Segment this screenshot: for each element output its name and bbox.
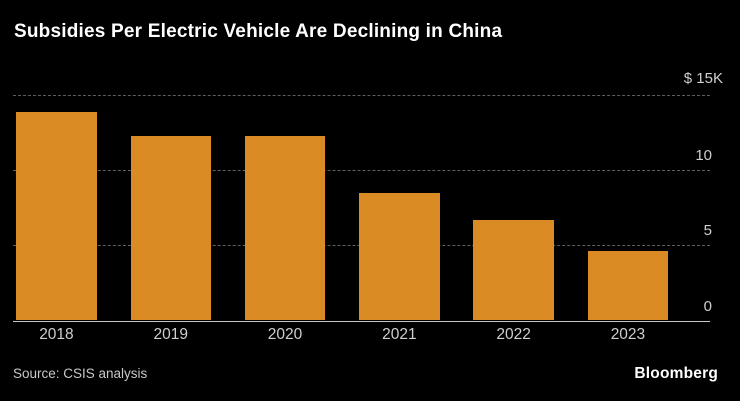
- source-label: Source: CSIS analysis: [13, 366, 148, 381]
- y-tick-label-10: 10: [695, 147, 712, 165]
- x-label-2023: 2023: [610, 326, 646, 343]
- x-label-2019: 2019: [153, 326, 188, 343]
- y-tick-label-15: $ 15K: [683, 70, 723, 87]
- bar-2022: [473, 219, 554, 321]
- bar-2023: [587, 251, 669, 321]
- bar-2019: [130, 135, 211, 321]
- x-axis-baseline: [13, 320, 710, 322]
- bar-2020: [244, 135, 326, 321]
- gridline-10: [13, 170, 710, 172]
- bar-2018: [16, 111, 97, 321]
- x-label-2021: 2021: [382, 326, 417, 343]
- bar-2021: [359, 192, 440, 321]
- bloomberg-logo: Bloomberg: [634, 365, 718, 382]
- y-tick-label-5: 5: [703, 222, 712, 240]
- gridline-15: [13, 95, 710, 96]
- x-label-2022: 2022: [496, 326, 531, 343]
- x-label-2020: 2020: [267, 326, 303, 343]
- chart-title: Subsidies Per Electric Vehicle Are Decli…: [14, 21, 503, 42]
- y-tick-label-0: 0: [703, 297, 712, 315]
- x-label-2018: 2018: [39, 326, 74, 343]
